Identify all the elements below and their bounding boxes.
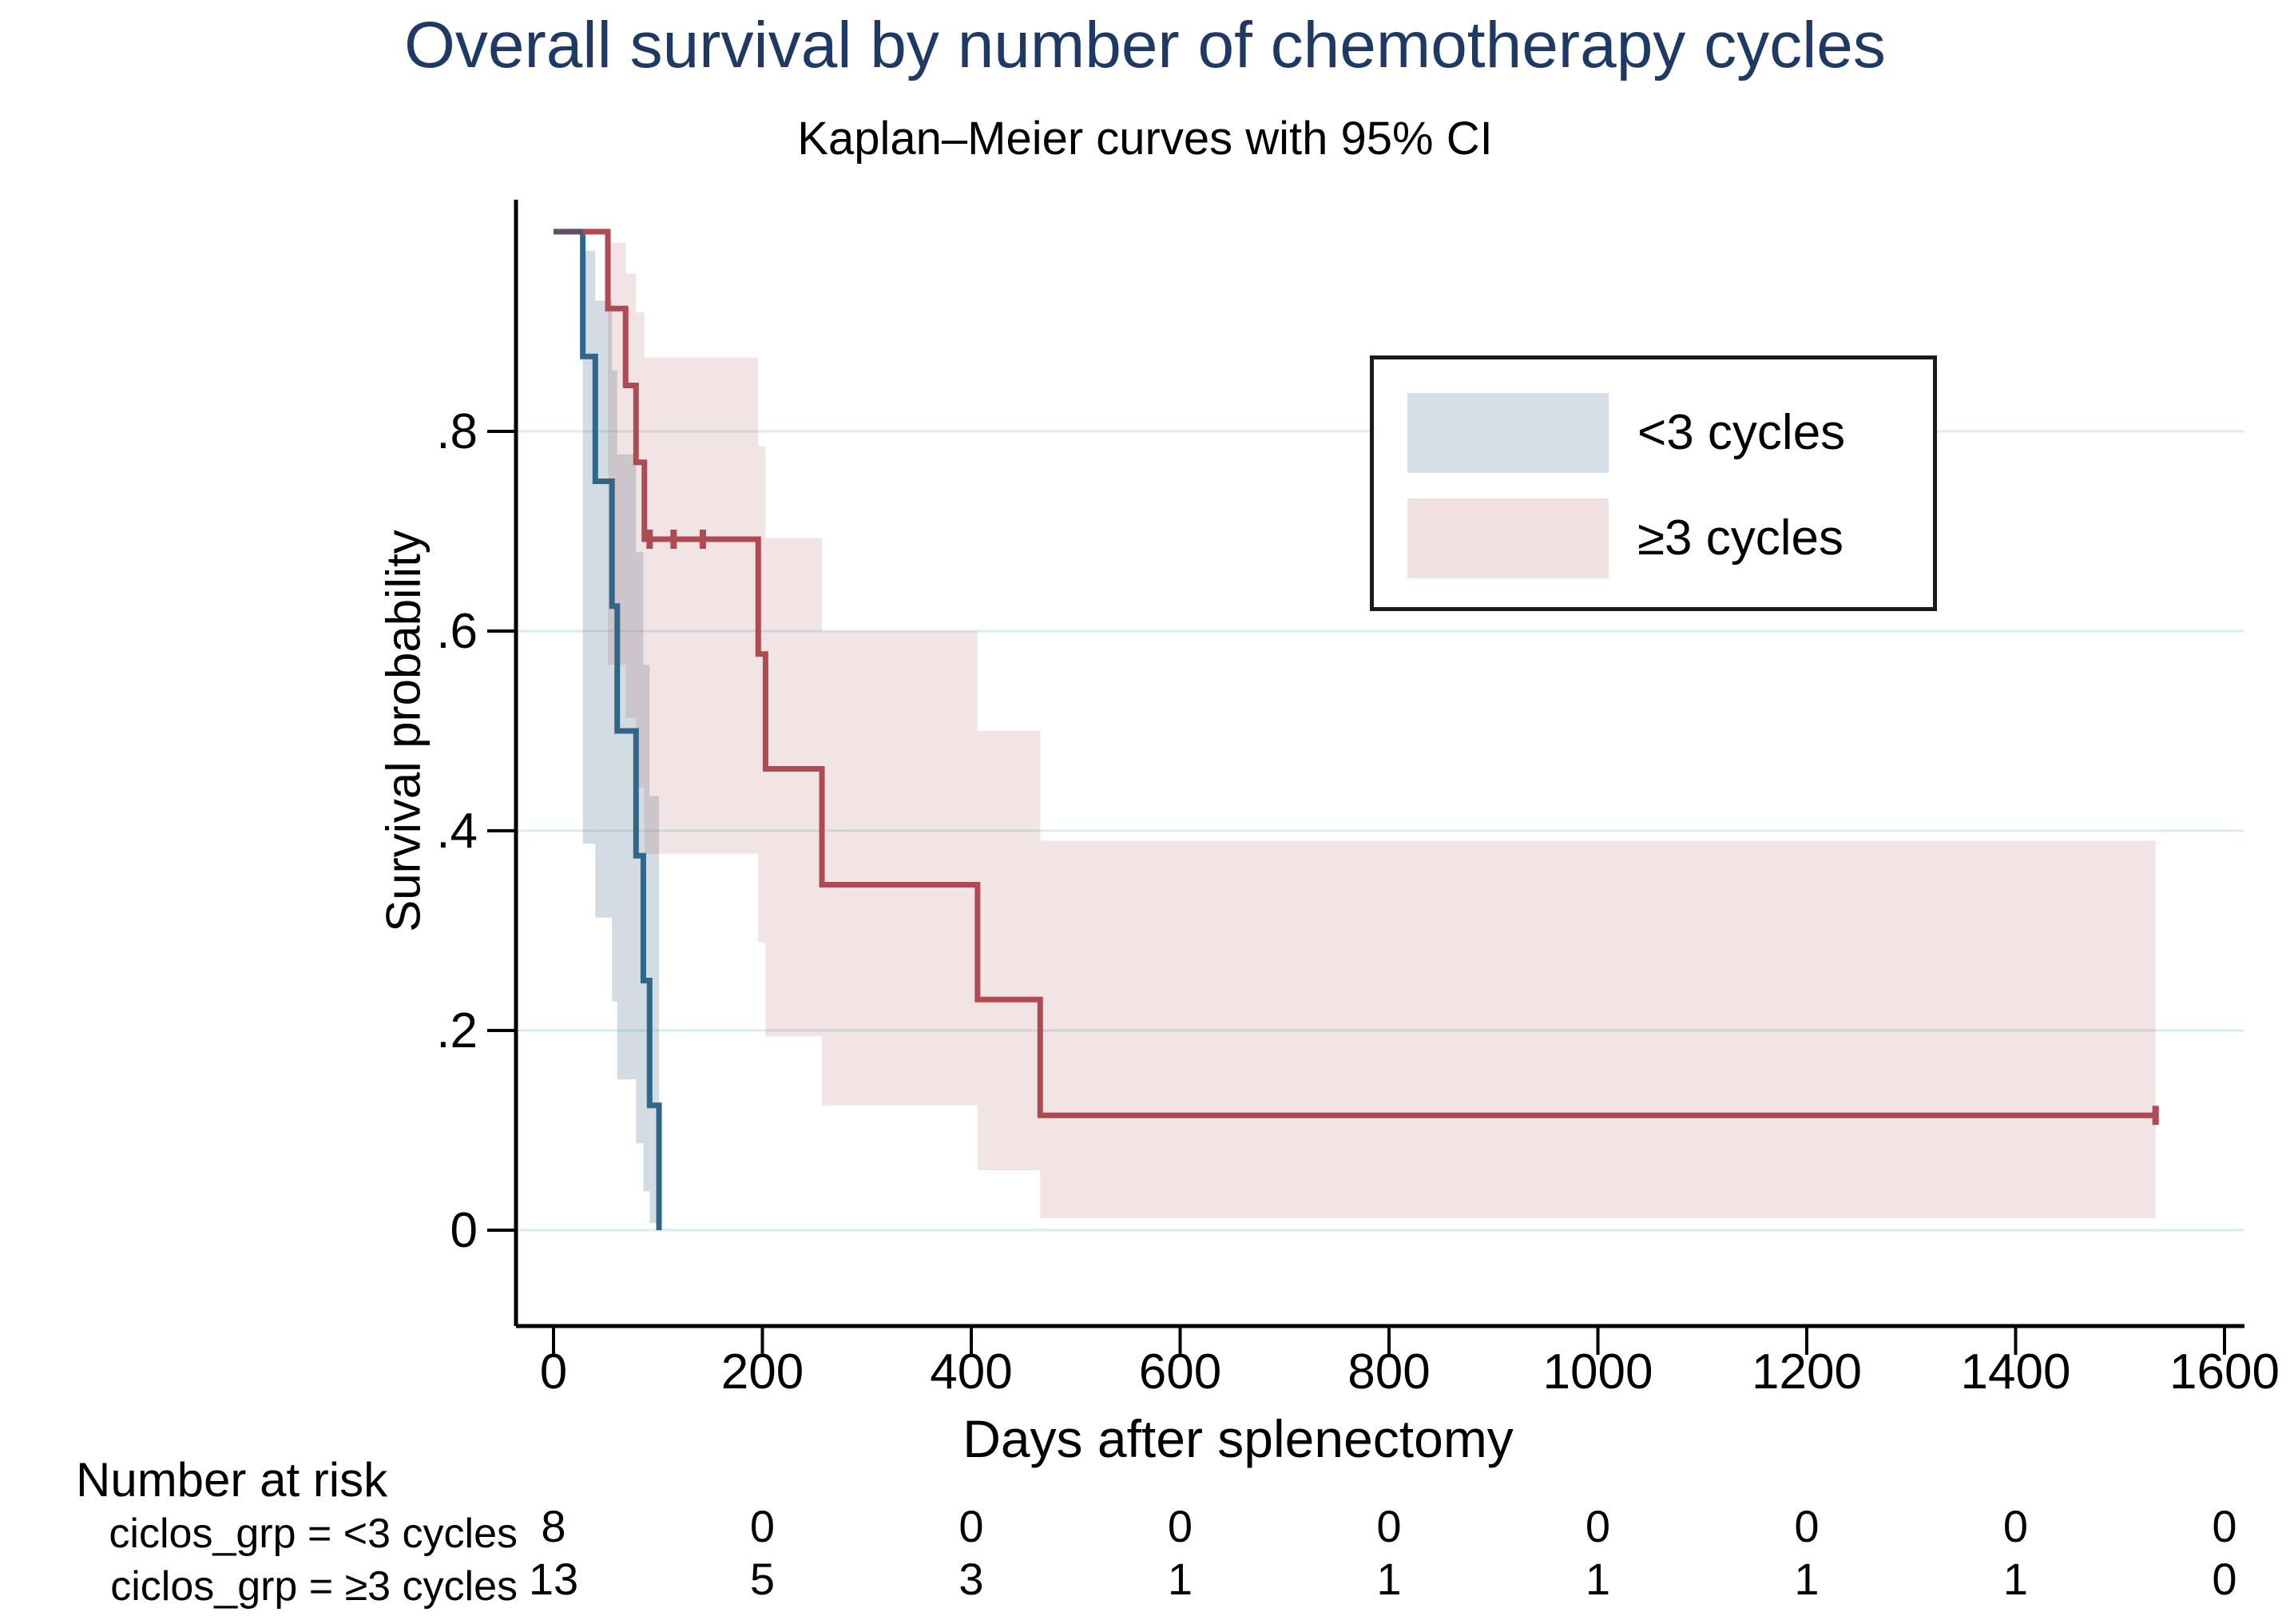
km-curve-gte3-cycles (554, 228, 2156, 1118)
y-tick-label: .4 (436, 804, 478, 859)
x-tick-label: 0 (540, 1344, 567, 1400)
y-tick-label: .2 (436, 1003, 478, 1058)
risk-count-row1: 13 (529, 1554, 578, 1604)
risk-count-row1: 1 (1376, 1554, 1401, 1604)
legend-swatch-gte3-cycles (1407, 498, 1609, 578)
risk-count-row0: 0 (1376, 1501, 1401, 1551)
x-tick-label: 800 (1347, 1344, 1430, 1400)
x-tick-label: 1000 (1543, 1344, 1653, 1400)
legend-box: <3 cycles ≥3 cycles (1370, 355, 1937, 611)
y-tick-label: .8 (436, 404, 478, 459)
risk-count-row0: 0 (1586, 1501, 1610, 1551)
risk-count-row1: 5 (750, 1554, 775, 1604)
y-tick-label: .6 (436, 604, 478, 659)
x-tick-label: 1600 (2169, 1344, 2280, 1400)
ci-band-gte3-cycles (607, 242, 2156, 1218)
chart-subtitle: Kaplan–Meier curves with 95% CI (797, 113, 1493, 165)
risk-count-row0: 8 (541, 1501, 566, 1551)
risk-count-row1: 1 (2003, 1554, 2028, 1604)
x-tick-label: 600 (1139, 1344, 1221, 1400)
risk-row-label-lt3-cycles: ciclos_grp = <3 cycles (109, 1511, 518, 1557)
x-tick-label: 400 (930, 1344, 1012, 1400)
risk-count-row1: 0 (2212, 1554, 2236, 1604)
risk-count-row0: 0 (1168, 1501, 1193, 1551)
risk-count-row0: 0 (2003, 1501, 2028, 1551)
risk-table-heading: Number at risk (76, 1453, 388, 1507)
risk-count-row0: 0 (1794, 1501, 1819, 1551)
risk-count-row1: 1 (1794, 1554, 1819, 1604)
risk-count-row0: 0 (958, 1501, 983, 1551)
chart-title: Overall survival by number of chemothera… (404, 9, 1886, 81)
x-tick-label: 200 (721, 1344, 804, 1400)
legend-swatch-lt3-cycles (1407, 393, 1609, 473)
ci-band-lt3-cycles (582, 250, 660, 1224)
risk-row-label-gte3-cycles: ciclos_grp = ≥3 cycles (110, 1563, 518, 1610)
x-tick-label: 1400 (1961, 1344, 2071, 1400)
y-tick-label: 0 (450, 1203, 478, 1258)
legend-row: <3 cycles (1374, 393, 1933, 473)
legend-row: ≥3 cycles (1374, 498, 1933, 578)
x-tick-label: 1200 (1752, 1344, 1862, 1400)
risk-count-row1: 3 (958, 1554, 983, 1604)
risk-count-row1: 1 (1168, 1554, 1193, 1604)
risk-count-row0: 0 (2212, 1501, 2236, 1551)
risk-count-row1: 1 (1586, 1554, 1610, 1604)
x-axis-title: Days after splenectomy (962, 1409, 1514, 1468)
km-curve-lt3-cycles (554, 228, 662, 1230)
risk-count-row0: 0 (750, 1501, 775, 1551)
legend-label-lt3-cycles: <3 cycles (1637, 405, 1846, 460)
legend-label-gte3-cycles: ≥3 cycles (1637, 510, 1844, 566)
